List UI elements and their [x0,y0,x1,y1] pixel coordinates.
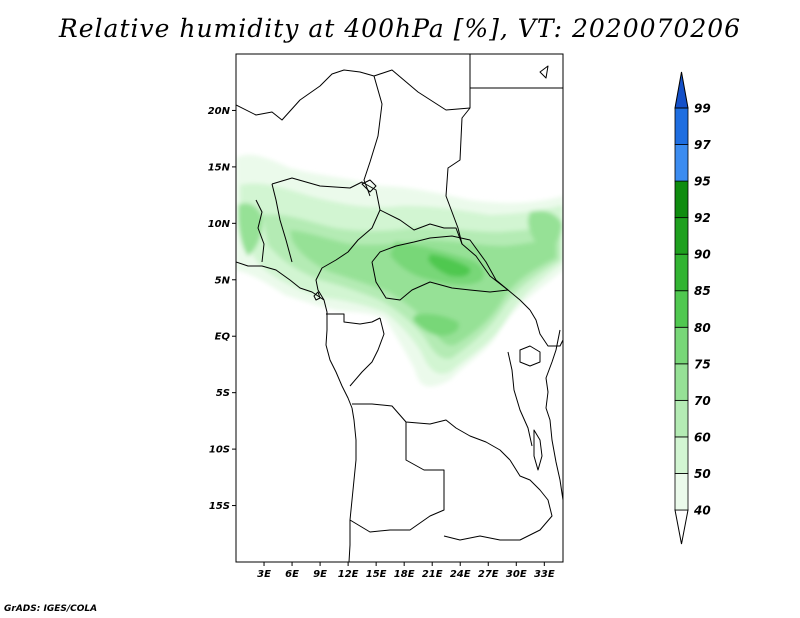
lat-tick-label: EQ [215,332,231,343]
colorbar: 40 50 60 70 75 80 85 90 92 95 97 99 [674,71,711,545]
colorbar-segment [674,217,689,255]
map-frame [235,53,564,563]
colorbar-label: 70 [694,394,711,408]
coastline-west-africa [236,261,353,409]
colorbar-segment [674,436,689,474]
lon-tick-label: 30E [506,569,527,580]
lat-tick-label: 10S [209,445,230,456]
lat-tick-label: 5N [215,275,231,286]
colorbar-label: 97 [694,138,711,152]
longitude-ticks: 3E 6E 9E 12E 15E 18E 21E 24E 27E 30E 33E [257,562,555,580]
colorbar-label: 90 [694,248,711,262]
colorbar-segment [674,290,689,328]
border-zambia-east [443,459,553,541]
island-bioko [313,291,321,301]
colorbar-above-triangle [674,71,689,109]
humidity-band-80 [428,254,471,277]
lon-tick-label: 3E [257,569,271,580]
lon-tick-label: 21E [422,569,443,580]
colorbar-segment [674,473,689,511]
lat-tick-label: 15S [209,501,230,512]
lon-tick-label: 6E [285,569,299,580]
colorbar-label: 92 [694,211,711,225]
colorbar-segment [674,144,689,182]
lon-tick-label: 18E [394,569,415,580]
latitude-ticks: 20N 15N 10N 5N EQ 5S 10S 15S [208,106,236,512]
lon-tick-label: 24E [450,569,471,580]
coastline-southwest-africa [348,407,357,562]
border-uganda-kenya [529,309,563,347]
lon-tick-label: 12E [338,569,359,580]
colorbar-label: 40 [693,504,711,518]
border-cameroon-gabon [326,313,381,325]
border-chad-south [379,209,463,245]
colorbar-label: 50 [694,467,711,481]
border-nigeria-east [315,209,381,301]
border-angola-zambia [349,422,445,533]
country-borders [236,54,563,562]
lat-tick-label: 20N [208,106,231,117]
border-car-drc [371,261,531,311]
colorbar-segment [674,253,689,292]
border-congo [349,317,385,387]
colorbar-label: 75 [694,357,711,371]
lake-victoria [519,345,541,367]
lat-tick-label: 10N [208,219,231,230]
colorbar-label: 99 [694,102,711,116]
border-sahara-east [445,54,509,291]
border-lake-tanganyika [507,351,533,447]
humidity-band-west [238,203,263,256]
colorbar-segment [674,326,689,365]
lon-tick-label: 33E [534,569,555,580]
humidity-band-80-south [413,313,459,336]
lon-tick-label: 15E [366,569,387,580]
humidity-band-70 [290,230,556,346]
lon-tick-label: 9E [313,569,327,580]
colorbar-segment [674,363,689,401]
colorbar-segment [674,107,689,145]
colorbar-label: 95 [694,175,711,189]
lake-tana-region [539,65,549,79]
border-nigeria-north [271,177,381,211]
colorbar-label: 80 [694,321,711,335]
colorbar-label: 60 [694,430,711,444]
colorbar-below-triangle [674,509,689,545]
coastline-east-africa [545,329,563,501]
border-niger-chad [363,75,383,197]
lat-tick-label: 15N [208,162,231,173]
lat-tick-label: 5S [216,388,230,399]
colorbar-label: 85 [694,284,711,298]
border-sahara-west [236,69,471,121]
border-west-africa-interior [255,183,293,263]
humidity-band-east [528,210,562,250]
grads-credit: GrADS: IGES/COLA [4,604,98,614]
lon-tick-label: 27E [478,569,499,580]
humidity-shading [236,154,563,387]
lake-malawi [533,429,543,471]
border-car-south [371,235,509,291]
colorbar-segment [674,180,689,219]
colorbar-segment [674,399,689,438]
border-drc-angola [352,403,511,461]
map-title: Relative humidity at 400hPa [%], VT: 202… [58,14,742,43]
lake-chad [361,179,377,193]
